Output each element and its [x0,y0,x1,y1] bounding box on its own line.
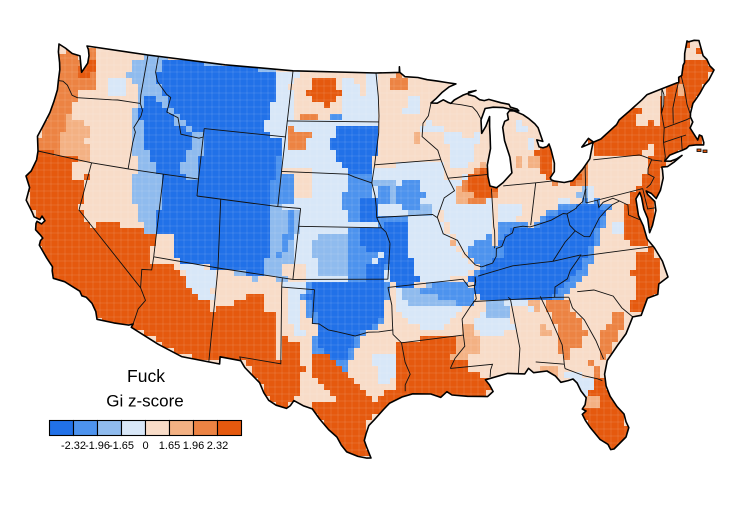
svg-text:-2.32: -2.32 [61,440,86,452]
svg-text:1.96: 1.96 [183,440,204,452]
svg-text:-1.96: -1.96 [85,440,110,452]
svg-text:2.32: 2.32 [207,440,228,452]
svg-text:Fuck: Fuck [127,366,165,386]
svg-text:Gi z-score: Gi z-score [106,392,183,411]
svg-text:0: 0 [142,440,148,452]
svg-text:-1.65: -1.65 [109,440,134,452]
svg-text:1.65: 1.65 [159,440,180,452]
